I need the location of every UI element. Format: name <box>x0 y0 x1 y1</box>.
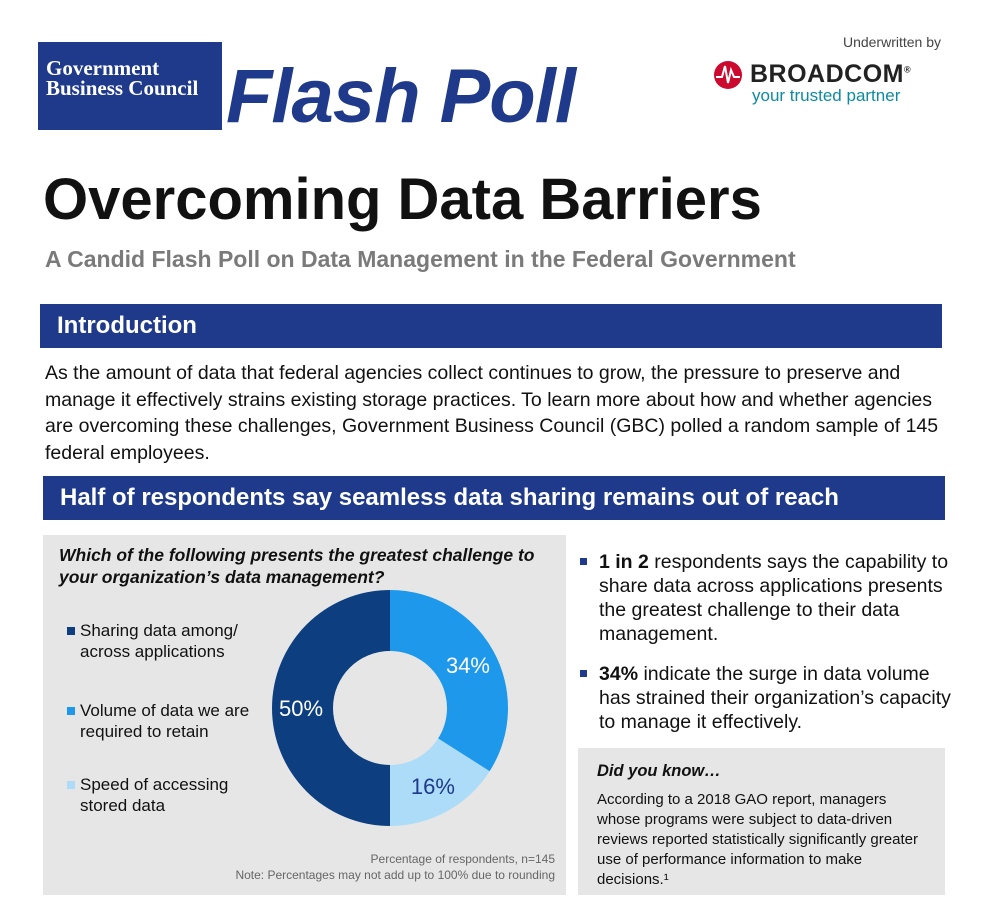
bullet: 34% indicate the surge in data volume ha… <box>580 662 964 734</box>
org-logo-box: Government Business Council <box>38 42 222 130</box>
org-name: Government Business Council <box>46 56 199 100</box>
bullet-marker <box>580 670 587 677</box>
donut-segment <box>272 590 390 826</box>
sponsor-icon <box>714 61 742 89</box>
chart-question: Which of the following presents the grea… <box>59 545 535 587</box>
intro-heading: Introduction <box>40 304 942 348</box>
legend-swatch <box>67 781 75 789</box>
donut-chart: 50% 34% 16% <box>272 590 508 826</box>
sponsor-tagline: your trusted partner <box>752 86 901 105</box>
source-note: Percentage of respondents, n=145 <box>370 852 555 866</box>
sponsor-name: BROADCOM <box>750 60 904 88</box>
page-title: Overcoming Data Barriers <box>43 167 762 232</box>
intro-text: As the amount of data that federal agenc… <box>45 362 939 464</box>
sponsor-wordmark: BROADCOM® <box>750 60 911 89</box>
underwritten-label: Underwritten by <box>842 34 941 50</box>
legend-swatch <box>67 627 75 635</box>
bullet-text: respondents says the capability to share… <box>599 551 949 645</box>
data-label: 34% <box>446 653 490 678</box>
legend-item: Speed of accessing stored data <box>67 774 270 816</box>
donut-segment <box>390 590 508 772</box>
donut-segment <box>390 738 490 826</box>
bullet-highlight: 34% <box>599 663 639 685</box>
sponsor-registered: ® <box>904 64 912 75</box>
legend-item: Sharing data among/ across applications <box>67 620 270 662</box>
page-subtitle: A Candid Flash Poll on Data Management i… <box>45 246 796 272</box>
bullet-text: indicate the surge in data volume has st… <box>599 663 951 733</box>
did-you-know-heading: Did you know… <box>597 762 721 780</box>
did-you-know-box: Did you know… According to a 2018 GAO re… <box>578 748 945 895</box>
legend-label: Sharing data among/ across applications <box>80 621 238 661</box>
finding-heading: Half of respondents say seamless data sh… <box>43 476 945 520</box>
bullet: 1 in 2 respondents says the capability t… <box>580 550 964 646</box>
bullet-marker <box>580 558 587 565</box>
legend-label: Speed of accessing stored data <box>80 775 229 815</box>
rounding-note: Note: Percentages may not add up to 100%… <box>235 868 555 882</box>
product-name: Flash Poll <box>226 54 576 139</box>
data-label: 50% <box>279 696 323 721</box>
bullet-highlight: 1 in 2 <box>599 551 649 573</box>
legend-swatch <box>67 707 75 715</box>
legend-item: Volume of data we are required to retain <box>67 700 270 742</box>
data-label: 16% <box>411 774 455 799</box>
did-you-know-text: According to a 2018 GAO report, managers… <box>597 791 918 888</box>
legend-label: Volume of data we are required to retain <box>80 701 250 741</box>
